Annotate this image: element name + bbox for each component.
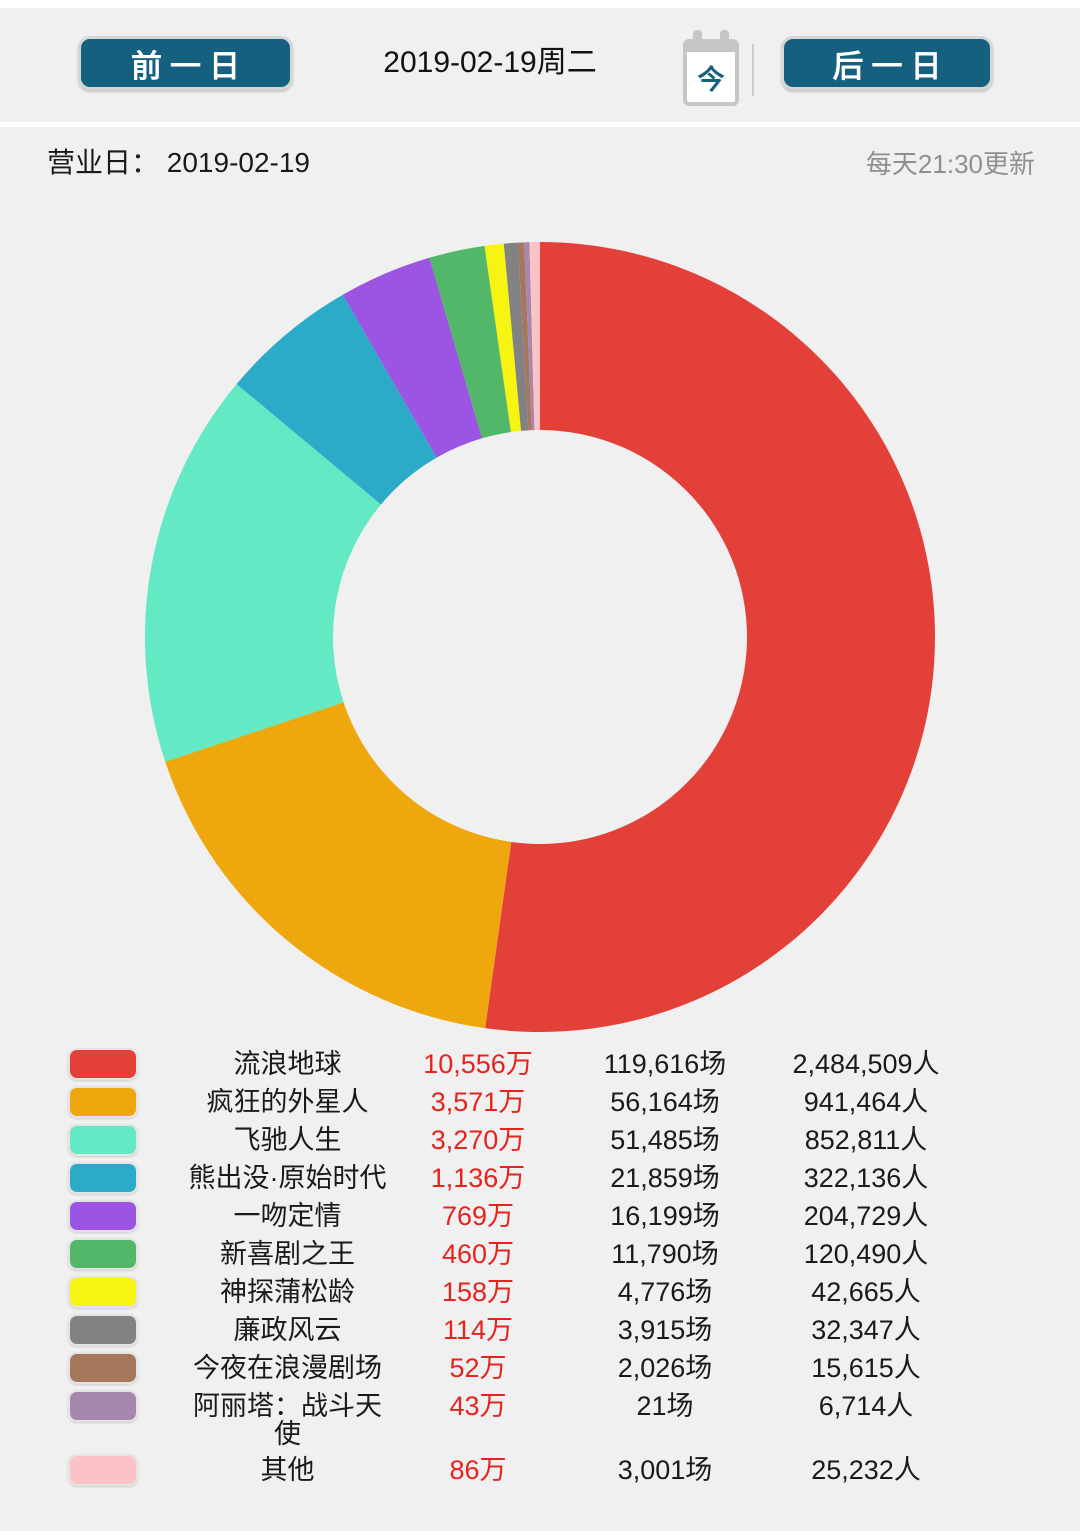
donut-slice[interactable] bbox=[342, 257, 483, 458]
donut-slice[interactable] bbox=[517, 242, 532, 431]
legend-row[interactable]: 熊出没·原始时代 1,136万 21,859场 322,136人 bbox=[0, 1162, 1080, 1194]
donut-slice[interactable] bbox=[429, 245, 511, 439]
calendar-pin-icon bbox=[720, 30, 729, 46]
vertical-divider bbox=[752, 44, 754, 96]
movie-name: 阿丽塔：战斗天使 bbox=[193, 1391, 382, 1449]
show-count: 16,199场 bbox=[610, 1201, 720, 1231]
donut-slice[interactable] bbox=[236, 294, 437, 505]
donut-slice[interactable] bbox=[529, 242, 540, 431]
show-count: 3,001场 bbox=[617, 1455, 713, 1485]
show-count: 51,485场 bbox=[610, 1125, 720, 1155]
donut-slice[interactable] bbox=[503, 242, 529, 431]
legend-swatch bbox=[68, 1390, 138, 1422]
box-office-value: 3,270万 bbox=[430, 1125, 526, 1155]
legend-row[interactable]: 廉政风云 114万 3,915场 32,347人 bbox=[0, 1314, 1080, 1346]
movie-name: 飞驰人生 bbox=[233, 1125, 342, 1155]
legend-swatch bbox=[68, 1314, 138, 1346]
movie-name: 神探蒲松龄 bbox=[220, 1277, 355, 1307]
show-count: 119,616场 bbox=[603, 1049, 727, 1079]
box-office-value: 460万 bbox=[441, 1239, 515, 1269]
movie-name: 廉政风云 bbox=[233, 1315, 342, 1345]
show-count: 4,776场 bbox=[617, 1277, 713, 1307]
admissions-count: 941,464人 bbox=[803, 1087, 929, 1117]
box-office-donut-chart bbox=[144, 242, 935, 1032]
admissions-count: 852,811人 bbox=[804, 1125, 928, 1155]
movie-name: 疯狂的外星人 bbox=[206, 1087, 369, 1117]
donut-slice[interactable] bbox=[485, 242, 935, 1032]
top-strip bbox=[0, 0, 1080, 8]
legend-swatch bbox=[68, 1200, 138, 1232]
admissions-count: 120,490人 bbox=[803, 1239, 929, 1269]
admissions-count: 42,665人 bbox=[811, 1277, 921, 1307]
box-office-value: 1,136万 bbox=[430, 1163, 526, 1193]
legend-row[interactable]: 一吻定情 769万 16,199场 204,729人 bbox=[0, 1200, 1080, 1232]
box-office-value: 158万 bbox=[441, 1277, 515, 1307]
date-nav-header: 前一日 2019-02-19周二 今 后一日 bbox=[0, 8, 1080, 122]
previous-day-button[interactable]: 前一日 bbox=[78, 36, 293, 90]
admissions-count: 15,615人 bbox=[811, 1353, 921, 1383]
movie-name: 流浪地球 bbox=[233, 1049, 342, 1079]
movie-name: 熊出没·原始时代 bbox=[188, 1163, 387, 1193]
donut-slice[interactable] bbox=[144, 384, 382, 762]
legend-swatch bbox=[68, 1352, 138, 1384]
today-calendar-icon[interactable]: 今 bbox=[683, 30, 739, 106]
box-office-value: 43万 bbox=[449, 1391, 507, 1421]
calendar-today-char: 今 bbox=[683, 39, 739, 106]
legend-row[interactable]: 流浪地球 10,556万 119,616场 2,484,509人 bbox=[0, 1048, 1080, 1080]
legend-row[interactable]: 神探蒲松龄 158万 4,776场 42,665人 bbox=[0, 1276, 1080, 1308]
box-office-value: 769万 bbox=[441, 1201, 515, 1231]
show-count: 21,859场 bbox=[610, 1163, 720, 1193]
movie-name: 新喜剧之王 bbox=[220, 1239, 355, 1269]
legend-swatch bbox=[68, 1124, 138, 1156]
box-office-value: 114万 bbox=[442, 1315, 514, 1345]
show-count: 56,164场 bbox=[610, 1087, 720, 1117]
show-count: 11,790场 bbox=[611, 1239, 719, 1269]
admissions-count: 25,232人 bbox=[811, 1455, 921, 1485]
legend-swatch bbox=[68, 1048, 138, 1080]
show-count: 3,915场 bbox=[617, 1315, 713, 1345]
box-office-value: 52万 bbox=[449, 1353, 507, 1383]
box-office-value: 3,571万 bbox=[430, 1087, 526, 1117]
admissions-count: 322,136人 bbox=[803, 1163, 929, 1193]
legend-row[interactable]: 疯狂的外星人 3,571万 56,164场 941,464人 bbox=[0, 1086, 1080, 1118]
show-count: 21场 bbox=[636, 1391, 694, 1421]
admissions-count: 6,714人 bbox=[818, 1391, 914, 1421]
update-time-note: 每天21:30更新 bbox=[865, 149, 1035, 179]
admissions-count: 2,484,509人 bbox=[792, 1049, 940, 1079]
donut-slice[interactable] bbox=[524, 242, 535, 431]
box-office-value: 86万 bbox=[449, 1455, 507, 1485]
legend-swatch bbox=[68, 1086, 138, 1118]
legend-table: 流浪地球 10,556万 119,616场 2,484,509人 疯狂的外星人 … bbox=[0, 1048, 1080, 1492]
show-count: 2,026场 bbox=[617, 1353, 713, 1383]
legend-swatch bbox=[68, 1238, 138, 1270]
legend-swatch bbox=[68, 1454, 138, 1486]
section-divider bbox=[0, 122, 1080, 127]
donut-slice[interactable] bbox=[165, 702, 512, 1029]
legend-row[interactable]: 其他 86万 3,001场 25,232人 bbox=[0, 1454, 1080, 1486]
movie-name: 一吻定情 bbox=[233, 1201, 342, 1231]
box-office-value: 10,556万 bbox=[423, 1049, 533, 1079]
legend-row[interactable]: 新喜剧之王 460万 11,790场 120,490人 bbox=[0, 1238, 1080, 1270]
movie-name: 今夜在浪漫剧场 bbox=[193, 1353, 382, 1383]
business-day-label: 营业日： 2019-02-19 bbox=[47, 147, 311, 178]
legend-row[interactable]: 阿丽塔：战斗天使 43万 21场 6,714人 bbox=[0, 1390, 1080, 1448]
calendar-pin-icon bbox=[693, 30, 702, 46]
legend-row[interactable]: 飞驰人生 3,270万 51,485场 852,811人 bbox=[0, 1124, 1080, 1156]
legend-row[interactable]: 今夜在浪漫剧场 52万 2,026场 15,615人 bbox=[0, 1352, 1080, 1384]
movie-name: 其他 bbox=[260, 1455, 315, 1485]
next-day-button[interactable]: 后一日 bbox=[781, 36, 993, 90]
current-date-label: 2019-02-19周二 bbox=[383, 46, 597, 79]
admissions-count: 204,729人 bbox=[803, 1201, 929, 1231]
admissions-count: 32,347人 bbox=[811, 1315, 921, 1345]
donut-slice[interactable] bbox=[484, 243, 522, 433]
legend-swatch bbox=[68, 1162, 138, 1194]
legend-swatch bbox=[68, 1276, 138, 1308]
